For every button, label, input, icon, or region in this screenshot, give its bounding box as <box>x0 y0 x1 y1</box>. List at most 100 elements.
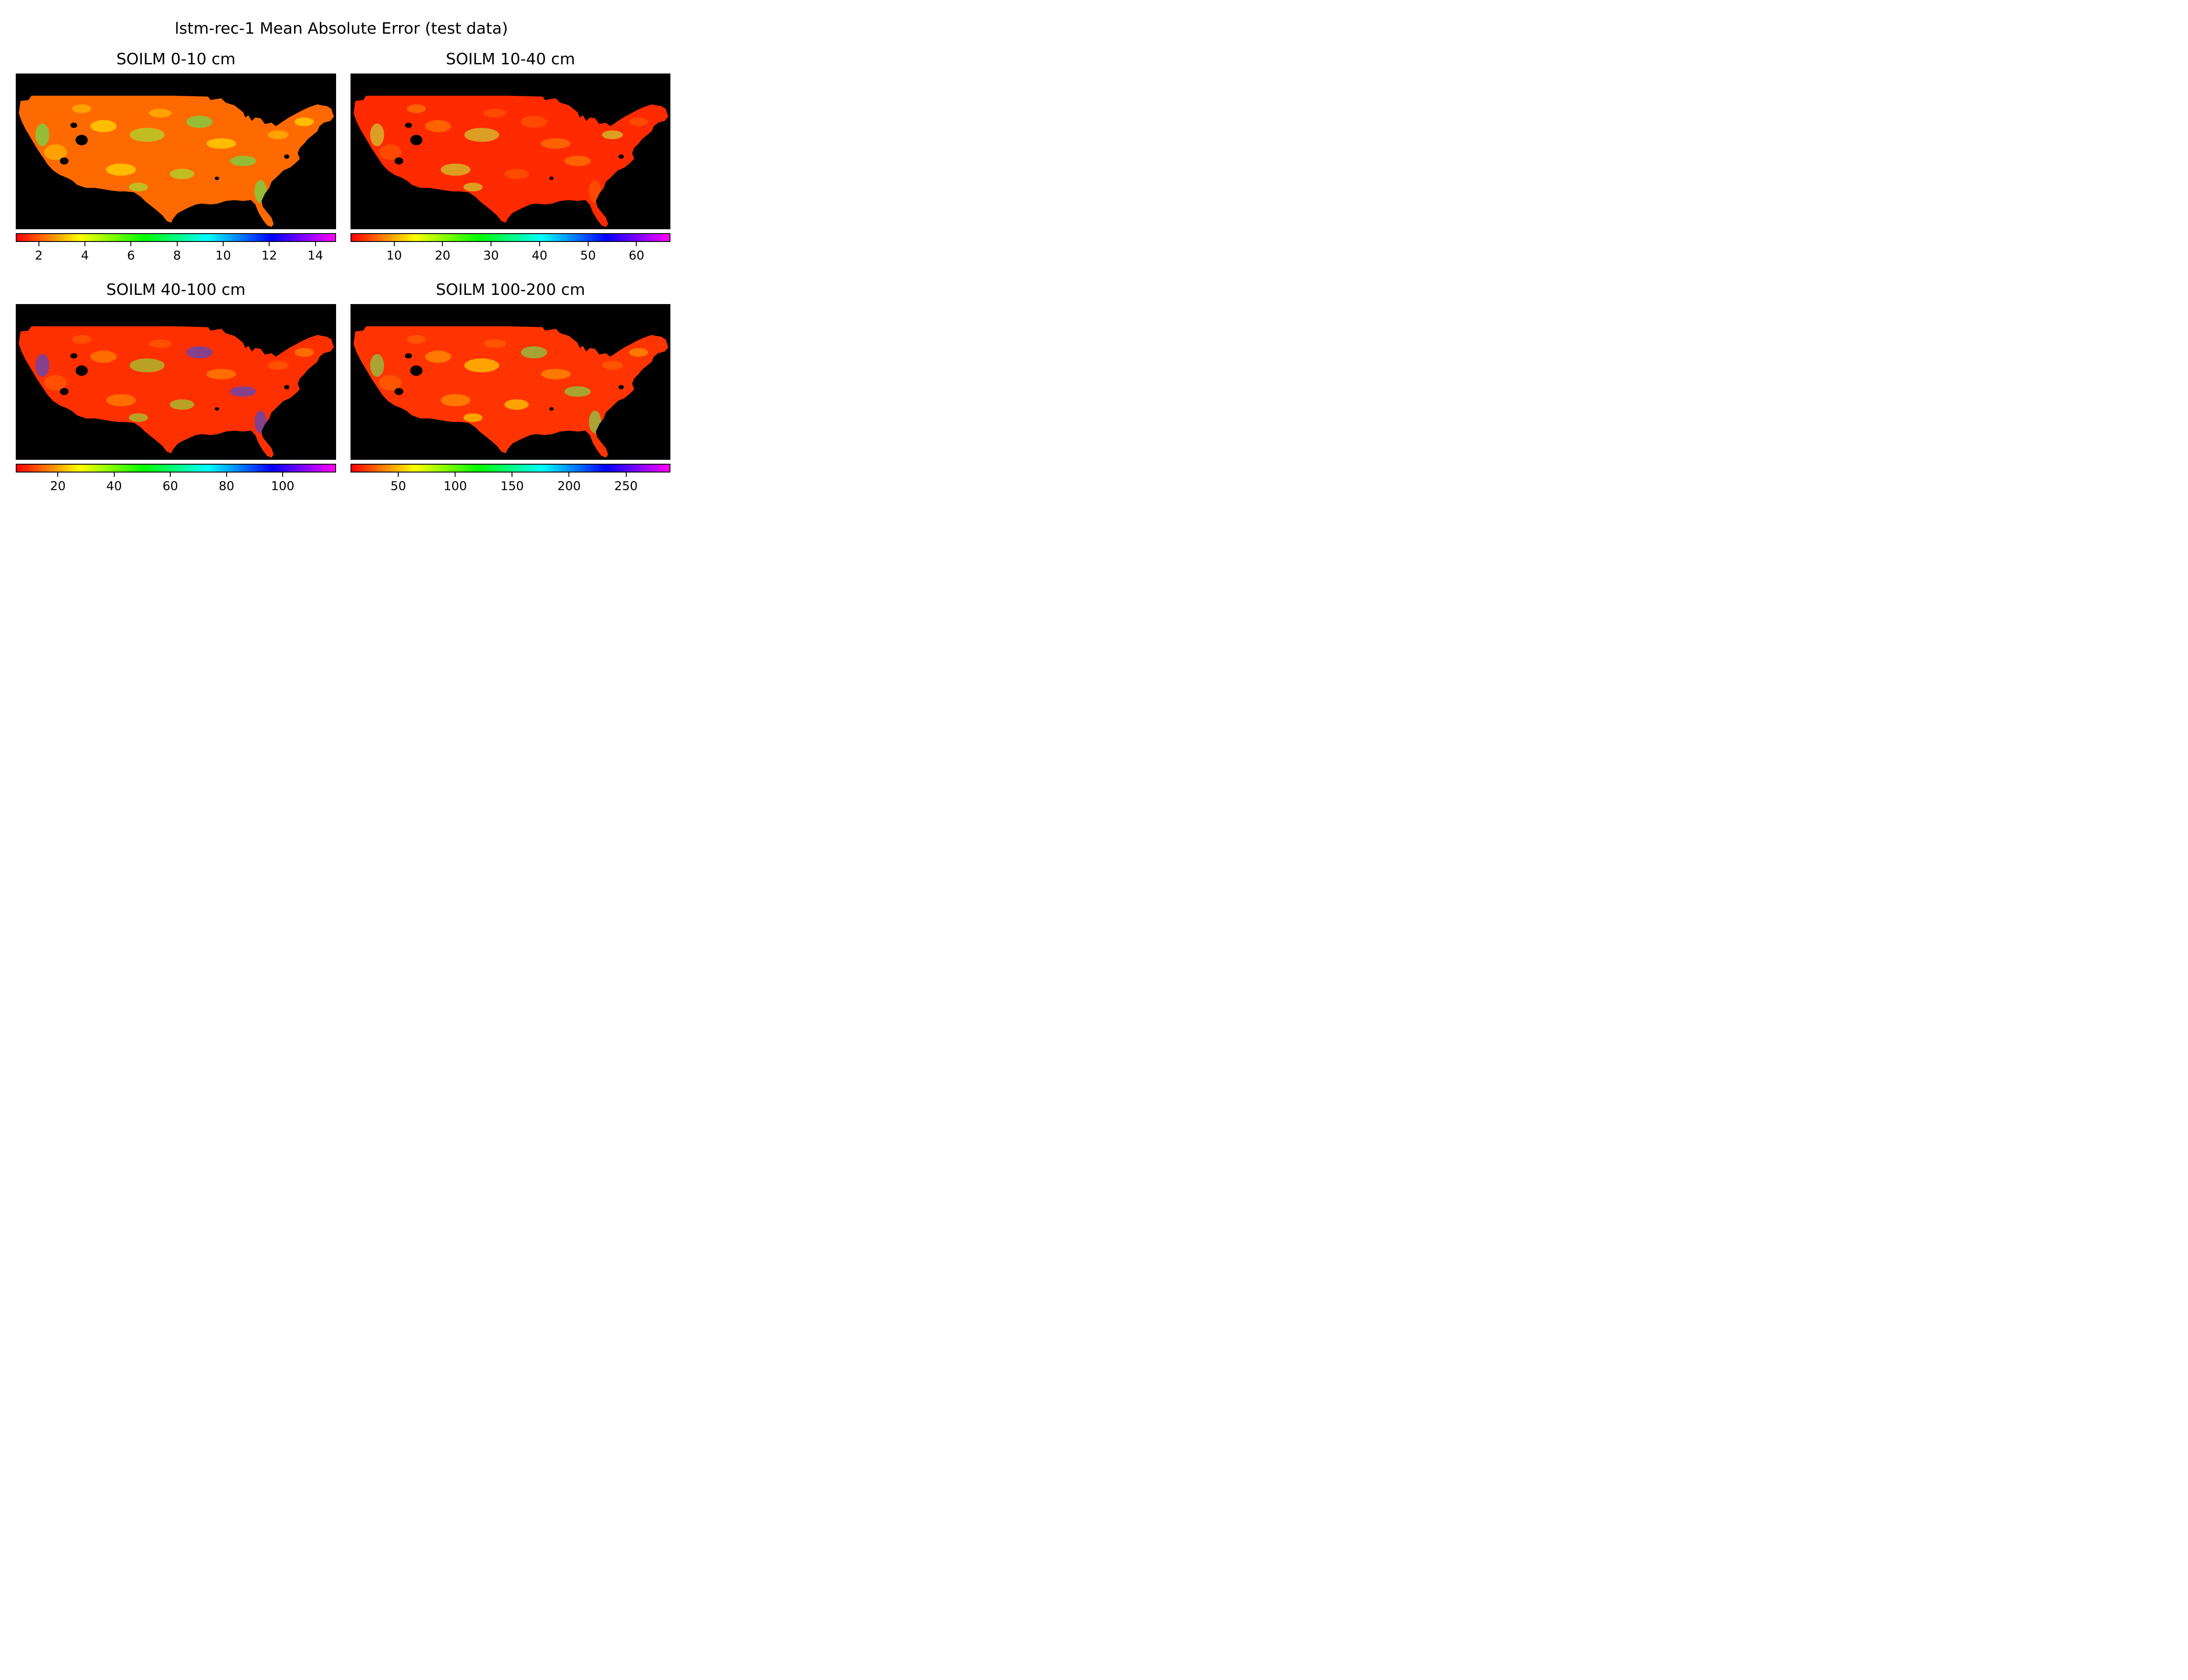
colorbar-tick-label: 50 <box>390 479 407 493</box>
colorbar-tick-label: 200 <box>557 479 581 493</box>
colorbar <box>16 233 336 242</box>
error-region <box>230 155 256 166</box>
error-region <box>254 180 267 203</box>
colorbar <box>351 233 670 242</box>
missing-data-region <box>394 388 403 395</box>
map-panel <box>351 74 670 229</box>
colorbar-tick <box>226 472 227 477</box>
figure-title: lstm-rec-1 Mean Absolute Error (test dat… <box>175 20 508 38</box>
colorbar-tick-label: 40 <box>106 479 122 493</box>
error-region <box>129 182 148 192</box>
map-svg <box>353 95 669 228</box>
colorbar-tick <box>130 242 132 246</box>
colorbar-tick-label: 60 <box>628 248 645 262</box>
colorbar-tick-label: 2 <box>35 248 43 262</box>
missing-data-region <box>75 135 88 146</box>
error-region <box>407 335 426 344</box>
error-region <box>564 386 591 397</box>
missing-data-region <box>410 365 423 376</box>
error-region <box>504 399 529 410</box>
error-region <box>130 128 165 142</box>
error-region <box>370 123 384 147</box>
panel-title: SOILM 100-200 cm <box>435 281 586 299</box>
missing-data-region <box>394 157 403 164</box>
colorbar-tick-label: 10 <box>215 248 231 262</box>
error-region <box>589 410 601 434</box>
colorbar-ticks: 2 4 6 8 10 12 14 <box>16 242 336 264</box>
error-region <box>521 116 547 128</box>
error-region <box>295 117 314 126</box>
error-region <box>60 431 77 439</box>
error-region <box>149 108 172 118</box>
missing-data-region <box>549 407 554 411</box>
colorbar-ticks: 20 40 60 80 100 <box>16 472 336 494</box>
error-region <box>521 346 547 359</box>
colorbar-tick-label: 14 <box>307 248 323 262</box>
figure: lstm-rec-1 Mean Absolute Error (test dat… <box>0 0 683 512</box>
error-region <box>395 201 411 208</box>
error-region <box>629 348 649 357</box>
colorbar-tick-label: 20 <box>50 479 66 493</box>
missing-data-region <box>214 407 219 411</box>
error-region <box>206 138 236 149</box>
missing-data-region <box>75 365 88 376</box>
missing-data-region <box>410 135 423 146</box>
error-region <box>90 350 117 363</box>
error-region <box>35 354 49 377</box>
colorbar-tick <box>315 242 316 246</box>
missing-data-region <box>618 154 624 159</box>
missing-data-region <box>549 176 554 180</box>
error-region <box>483 108 506 118</box>
error-region <box>60 201 77 208</box>
error-region <box>463 413 483 422</box>
colorbar-tick <box>222 242 224 246</box>
colorbar-tick <box>625 472 627 477</box>
error-region <box>267 130 289 140</box>
colorbar-ticks: 10 20 30 40 50 60 <box>351 242 670 264</box>
colorbar-tick-label: 8 <box>173 248 181 262</box>
error-region <box>295 348 314 357</box>
colorbar-tick <box>455 472 456 477</box>
error-region <box>483 339 506 348</box>
error-region <box>379 144 402 160</box>
colorbar-tick <box>269 242 270 246</box>
colorbar-tick-label: 10 <box>386 248 402 262</box>
error-region <box>564 155 591 166</box>
colorbar-tick-label: 250 <box>614 479 638 493</box>
colorbar-tick <box>568 472 570 477</box>
colorbar-tick <box>442 242 443 246</box>
map-svg <box>18 326 334 458</box>
colorbar-tick-label: 30 <box>483 248 499 262</box>
error-region <box>106 163 136 176</box>
error-region <box>425 350 452 363</box>
error-region <box>106 394 136 406</box>
error-region <box>129 413 148 422</box>
panel-title: SOILM 40-100 cm <box>106 281 246 299</box>
map-svg <box>18 95 334 228</box>
map-svg <box>353 326 669 458</box>
error-region <box>44 144 67 160</box>
missing-data-region <box>618 385 624 389</box>
colorbar-tick <box>113 472 115 477</box>
map-panel <box>16 74 336 229</box>
error-regions <box>370 104 649 208</box>
colorbar-tick <box>539 242 540 246</box>
error-regions <box>35 104 314 208</box>
colorbar-tick <box>587 242 589 246</box>
colorbar-tick-label: 20 <box>435 248 451 262</box>
error-region <box>254 410 267 434</box>
error-region <box>130 358 165 373</box>
error-region <box>72 335 91 344</box>
colorbar-tick-label: 12 <box>261 248 277 262</box>
error-region <box>395 431 411 439</box>
colorbar-tick-label: 6 <box>127 248 135 262</box>
colorbar-tick <box>57 472 59 477</box>
colorbar-tick <box>393 242 395 246</box>
error-region <box>602 130 623 140</box>
missing-data-region <box>70 122 77 128</box>
error-region <box>267 361 289 370</box>
error-region <box>186 116 213 128</box>
error-region <box>541 369 571 380</box>
colorbar-tick-label: 100 <box>443 479 467 493</box>
colorbar-tick <box>84 242 85 246</box>
